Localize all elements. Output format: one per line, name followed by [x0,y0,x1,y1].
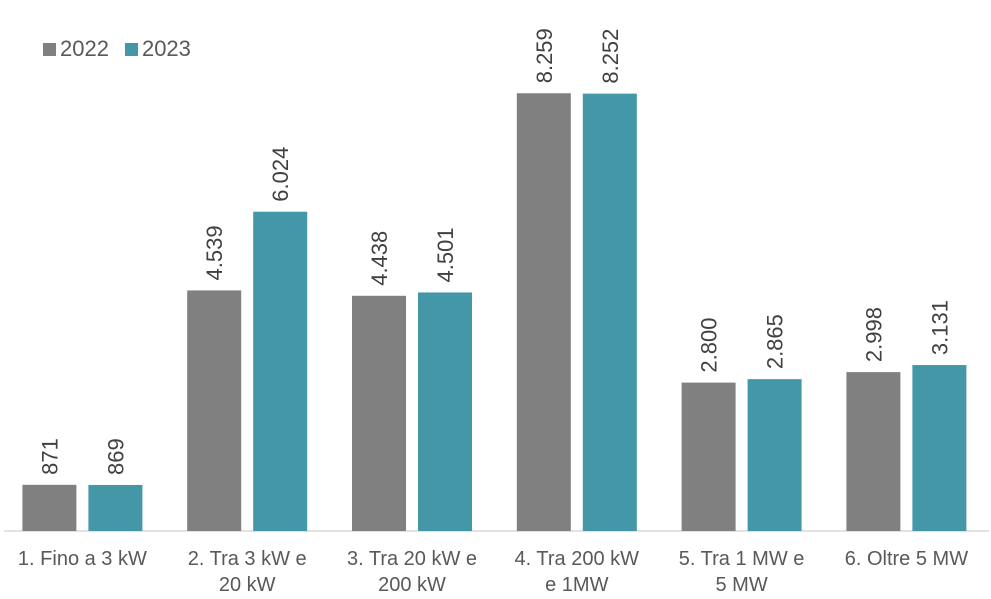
data-label-2022-6: 2.998 [861,307,886,362]
legend-label-2023: 2023 [141,36,191,61]
x-tick-label-4-line1: 4. Tra 200 kW [515,548,640,570]
data-label-2022-3: 4.438 [367,231,392,286]
bar-2023-2 [253,211,308,531]
legend-item-2023: 2023 [124,36,191,62]
bar-2023-4 [582,93,637,532]
x-tick-label-4-line2: e 1MW [545,574,608,596]
bar-2022-3 [352,295,406,531]
bar-2022-6 [846,372,901,531]
chart-legend: 2022 2023 [43,36,191,62]
legend-label-2022: 2022 [60,36,109,61]
x-tick-label-3-line1: 3. Tra 20 kW e [347,548,477,570]
data-label-2023-5: 2.865 [763,314,788,369]
data-label-2023-4: 8.252 [598,29,623,84]
bar-2022-5 [681,382,736,531]
x-tick-label-3-line2: 200 kW [378,574,446,596]
bar-2022-4 [516,93,571,531]
data-label-2022-1: 871 [37,438,62,475]
data-label-2023-6: 3.131 [927,300,952,355]
data-label-2022-2: 4.539 [202,225,227,280]
legend-swatch-2023 [124,42,138,56]
bar-2023-6 [912,365,967,531]
x-tick-label-6: 6. Oltre 5 MW [845,548,968,570]
data-label-2023-2: 6.024 [268,147,293,202]
data-label-2022-5: 2.800 [697,318,722,373]
data-label-2023-1: 869 [103,438,128,475]
x-tick-label-5-line1: 5. Tra 1 MW e [679,548,805,570]
x-tick-label-1: 1. Fino a 3 kW [18,548,147,570]
legend-swatch-2022 [43,42,56,56]
legend-item-2022: 2022 [43,36,109,62]
x-tick-label-5-line2: 5 MW [715,574,767,596]
x-tick-label-2-line1: 2. Tra 3 kW e [188,548,307,570]
bar-2022-2 [187,290,242,531]
bar-2023-1 [88,484,143,531]
bar-2022-1 [22,484,77,531]
bar-2023-5 [747,379,802,531]
bar-2023-3 [418,292,472,531]
x-tick-label-2-line2: 20 kW [219,574,276,596]
data-label-2023-3: 4.501 [433,227,458,282]
data-label-2022-4: 8.259 [532,28,557,83]
